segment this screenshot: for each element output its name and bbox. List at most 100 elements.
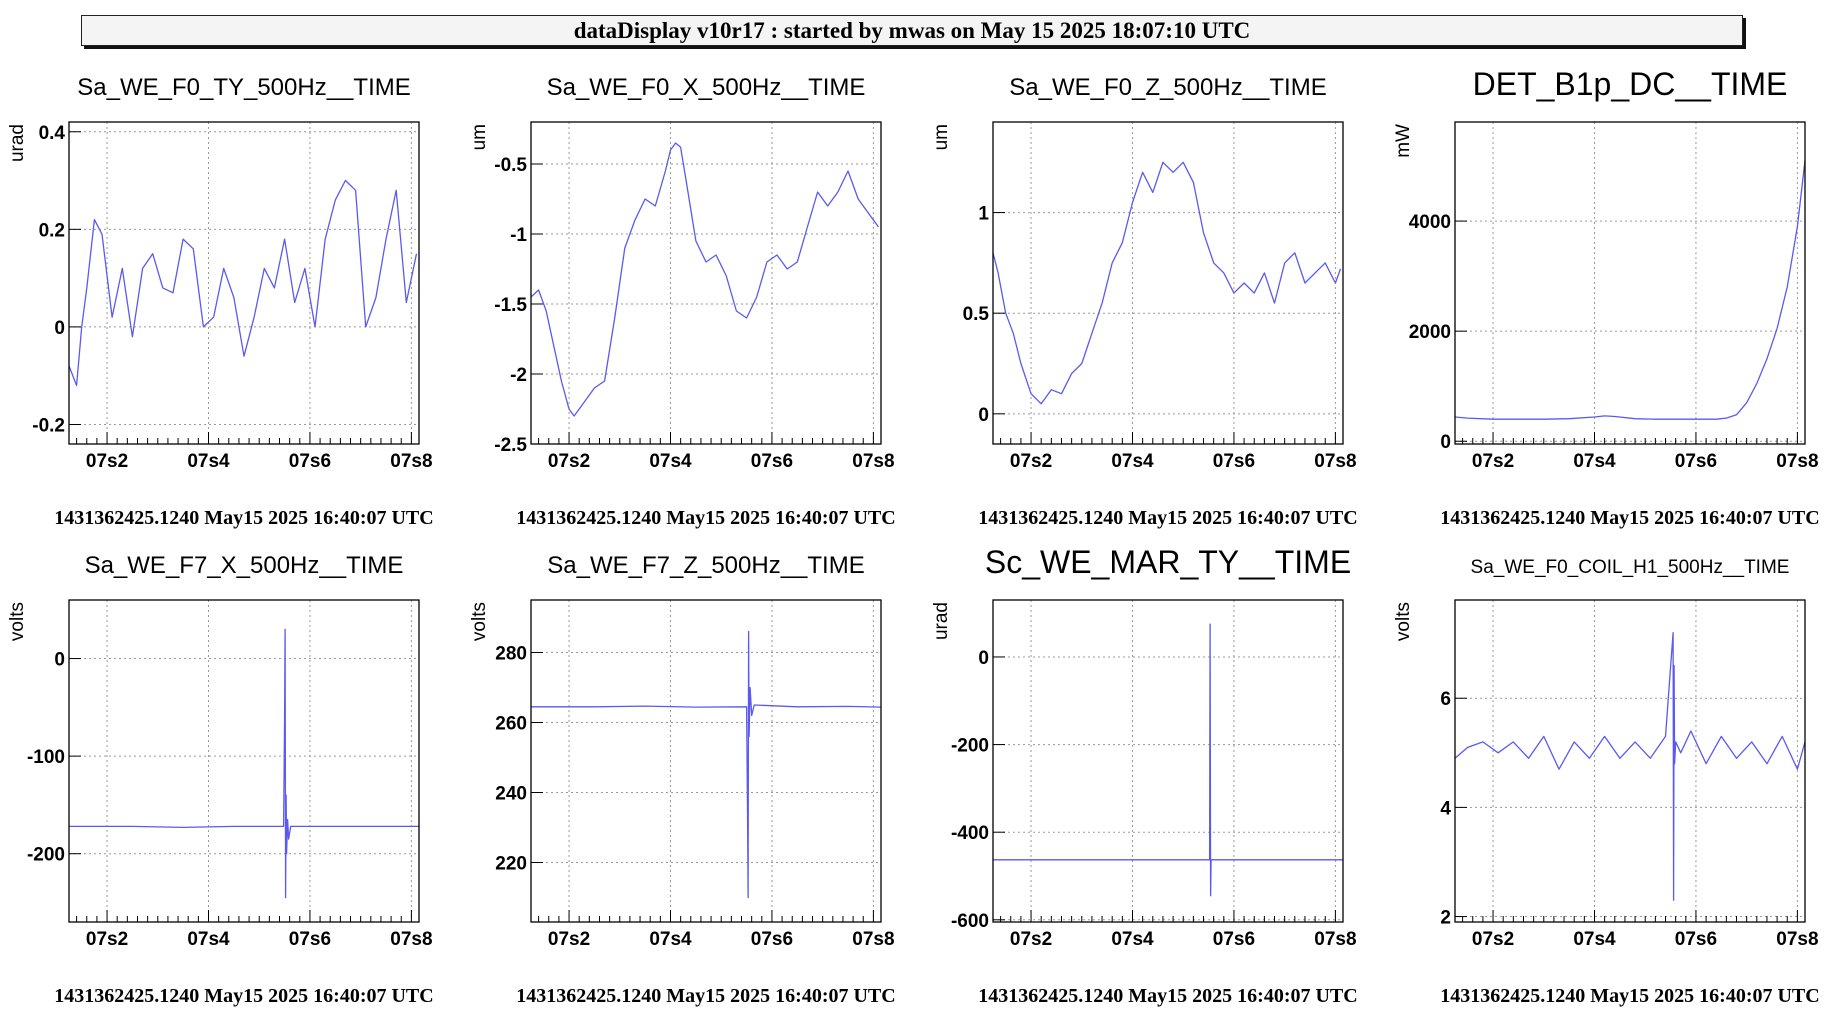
x-tick-label: 07s2 [86,929,128,950]
y-tick-label: 0.4 [39,123,66,144]
y-tick-label: -200 [27,845,65,866]
x-tick-label: 07s6 [289,451,331,472]
y-axis-label: mW [1393,124,1414,158]
plot-frame [530,121,882,445]
plot-footer-timestamp: 1431362425.1240 May15 2025 16:40:07 UTC [1440,985,1819,1007]
x-tick-label: 07s6 [1213,929,1255,950]
y-tick-label: 4000 [1409,212,1451,233]
x-tick-label: 07s2 [1010,451,1052,472]
x-tick-label: 07s4 [1573,451,1616,472]
x-tick-label: 07s2 [1472,929,1514,950]
y-tick-label: 6 [1440,689,1451,710]
plot-frame [68,599,420,923]
plot-frame [1454,121,1806,445]
x-tick-label: 07s8 [390,929,432,950]
plot-footer-timestamp: 1431362425.1240 May15 2025 16:40:07 UTC [54,985,433,1007]
plot-footer-timestamp: 1431362425.1240 May15 2025 16:40:07 UTC [516,507,895,529]
y-tick-label: -200 [951,736,989,757]
y-tick-label: -600 [951,911,989,932]
y-tick-label: 0.5 [963,304,990,325]
x-tick-label: 07s2 [548,929,590,950]
series-line [992,161,1342,405]
y-tick-label: 220 [495,854,527,875]
x-tick-label: 07s4 [187,929,230,950]
plot-frame [992,121,1344,445]
y-tick-label: 0 [978,405,989,426]
y-axis-label: urad [931,602,952,640]
y-axis-label: volts [469,602,490,641]
y-tick-label: 0 [54,318,65,339]
y-tick-label: -2.5 [494,435,527,456]
plot-footer-timestamp: 1431362425.1240 May15 2025 16:40:07 UTC [978,507,1357,529]
y-tick-label: -1 [510,225,527,246]
x-tick-label: 07s2 [1010,929,1052,950]
y-axis-label: um [931,124,952,150]
y-tick-label: -0.5 [494,155,527,176]
x-tick-label: 07s8 [1776,451,1818,472]
x-tick-label: 07s4 [1573,929,1616,950]
plot-title: DET_B1p_DC__TIME [1473,66,1788,102]
x-tick-label: 07s6 [751,451,793,472]
series-line [531,630,882,899]
y-tick-label: 1 [978,204,989,225]
plot-footer-timestamp: 1431362425.1240 May15 2025 16:40:07 UTC [978,985,1357,1007]
x-tick-label: 07s6 [1675,929,1717,950]
y-tick-label: -400 [951,823,989,844]
x-tick-label: 07s8 [1776,929,1818,950]
x-tick-label: 07s2 [86,451,128,472]
x-tick-label: 07s8 [390,451,432,472]
x-tick-label: 07s4 [649,929,692,950]
y-tick-label: -2 [510,365,527,386]
x-tick-label: 07s2 [1472,451,1514,472]
y-tick-label: -1.5 [494,295,527,316]
plot-title: Sa_WE_F0_COIL_H1_500Hz__TIME [1471,557,1790,578]
x-tick-label: 07s8 [852,929,894,950]
plot-title: Sa_WE_F7_X_500Hz__TIME [85,552,404,579]
plot-frame [992,599,1344,923]
display-header: dataDisplay v10r17 : started by mwas on … [81,15,1743,46]
y-tick-label: 0.2 [39,220,65,241]
y-tick-label: 0 [978,648,989,669]
y-tick-label: 0 [1440,432,1451,453]
plot-title: Sc_WE_MAR_TY__TIME [985,544,1351,580]
plot-footer-timestamp: 1431362425.1240 May15 2025 16:40:07 UTC [1440,507,1819,529]
y-tick-label: 2000 [1409,322,1451,343]
y-tick-label: 4 [1440,798,1451,819]
display-title: dataDisplay v10r17 : started by mwas on … [573,17,1251,43]
plot-title: Sa_WE_F7_Z_500Hz__TIME [547,552,864,579]
x-tick-label: 07s2 [548,451,590,472]
plot-footer-timestamp: 1431362425.1240 May15 2025 16:40:07 UTC [54,507,433,529]
x-tick-label: 07s4 [1111,451,1154,472]
y-tick-label: 240 [495,784,527,805]
y-tick-label: -0.2 [32,415,65,436]
y-axis-label: um [469,124,490,150]
series-line [530,142,880,417]
x-tick-label: 07s4 [649,451,692,472]
plot-footer-timestamp: 1431362425.1240 May15 2025 16:40:07 UTC [516,985,895,1007]
series-line [1454,160,1806,420]
plot-title: Sa_WE_F0_Z_500Hz__TIME [1009,74,1326,101]
x-tick-label: 07s4 [187,451,230,472]
x-tick-label: 07s6 [289,929,331,950]
y-axis-label: volts [7,602,28,641]
series-line [69,628,419,899]
x-tick-label: 07s6 [751,929,793,950]
plot-frame [1454,599,1806,923]
x-tick-label: 07s8 [1314,451,1356,472]
series-line [1454,632,1806,901]
x-tick-label: 07s8 [1314,929,1356,950]
plot-title: Sa_WE_F0_TY_500Hz__TIME [77,74,410,101]
y-tick-label: 2 [1440,908,1451,929]
y-axis-label: urad [7,124,28,162]
plot-title: Sa_WE_F0_X_500Hz__TIME [547,74,866,101]
x-tick-label: 07s8 [852,451,894,472]
y-tick-label: 0 [54,650,65,671]
x-tick-label: 07s6 [1213,451,1255,472]
series-line [68,179,418,387]
y-axis-label: volts [1393,602,1414,641]
y-tick-label: 260 [495,714,527,735]
plot-frame [530,599,882,923]
y-tick-label: 280 [495,644,527,665]
y-tick-label: -100 [27,747,65,768]
